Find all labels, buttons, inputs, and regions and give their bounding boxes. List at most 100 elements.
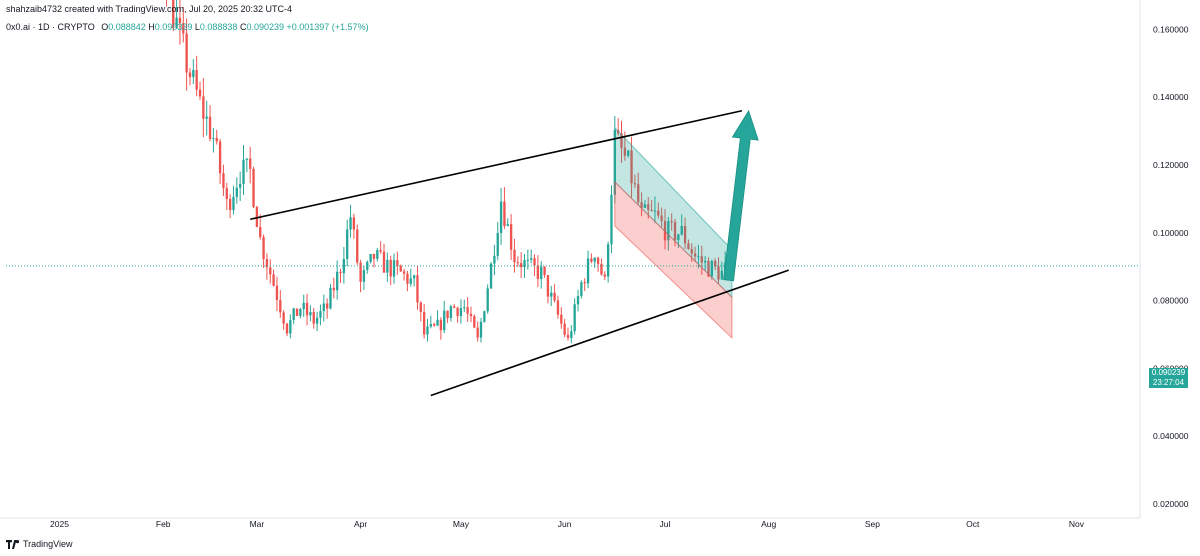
candle-up [322,303,325,312]
candle-down [285,323,289,334]
candle-down [359,262,362,282]
candle-down [563,323,566,335]
candle-down [295,308,299,316]
flag-lower-channel [614,180,733,340]
candle-down [717,266,720,280]
tradingview-logo-icon [6,539,20,549]
candle-down [352,217,356,230]
candle-up [593,257,596,262]
ohlc-change: +0.001397 (+1.57%) [286,22,369,32]
candle-down [185,33,188,73]
candle-up [489,263,493,289]
candle-up [302,302,305,310]
candle-down [202,96,205,119]
last-price-label: 0.090239 [1149,368,1188,378]
candle-down [583,282,586,284]
ohlc-high-label: H [148,22,155,32]
candle-up [523,260,526,268]
symbol-title[interactable]: 0x0.ai · 1D · CRYPTO [6,22,95,32]
candle-down [660,215,663,222]
time-tick-label: Sep [865,519,880,529]
brand-label: TradingView [23,539,73,549]
candle-down [433,324,436,326]
candle-up [235,187,238,197]
tradingview-logo[interactable]: TradingView [6,539,73,549]
candle-down [446,310,449,319]
candle-down [188,72,192,78]
candle-down [590,258,593,262]
candle-down [178,17,182,24]
candle-up [479,321,483,338]
candle-down [620,133,623,148]
candle-down [416,275,419,303]
breakout-arrow [723,109,759,282]
time-axis[interactable]: 2025 Feb Mar Apr May Jun Jul Aug Sep Oct Nov [50,519,1085,529]
candle-down [325,303,329,309]
candle-up [426,326,429,335]
candle-up [212,137,215,139]
candle-down [673,222,677,241]
candle-up [369,253,372,262]
price-tick-label: 0.020000 [1153,499,1189,509]
candle-up [580,282,583,297]
ohlc-close-label: C [239,22,247,32]
candle-down [225,188,228,199]
price-axis[interactable]: 0.2800000.2600000.2400000.2200000.200000… [1153,0,1189,509]
candle-up [335,271,339,291]
candle-down [596,257,600,264]
candle-up [299,309,302,316]
time-tick-label: Jul [660,519,671,529]
candle-up [242,159,245,185]
candle-down [560,314,563,324]
time-tick-label: Nov [1069,519,1085,529]
candle-up [703,260,707,263]
candle-down [476,327,479,338]
candle-up [362,270,366,282]
candle-down [228,198,232,210]
candle-down [637,184,640,203]
candle-down [218,141,222,174]
candle-down [265,259,269,268]
candle-up [483,311,486,322]
candle-down [312,312,315,324]
candle-down [553,292,556,301]
ohlc-open-label: O [101,22,109,32]
upper-trendline [250,109,743,221]
candle-down [396,260,399,266]
candle-down [259,226,262,238]
candle-down [269,267,272,275]
candle-down [683,225,687,244]
candle-down [252,168,255,207]
candle-up [319,311,322,318]
candle-up [540,266,543,280]
candle-down [453,306,456,308]
candle-down [382,251,386,273]
candle-down [406,273,409,284]
candle-up [412,275,416,279]
candle-up [238,184,242,188]
candle-down [215,137,218,142]
candle-up [493,255,496,264]
candle-down [222,173,225,189]
ohlc-low: 0.088838 [199,22,238,32]
candle-down [389,259,392,277]
candle-down [670,221,673,223]
candle-up [449,306,453,319]
candle-down [332,287,335,291]
candle-down [566,334,570,338]
candle-down [208,116,212,139]
candle-up [506,224,509,226]
candle-up [329,287,332,309]
candle-up [436,319,439,326]
candle-down [172,0,175,29]
candle-down [402,271,406,274]
candle-up [289,320,292,334]
candle-up [526,259,530,261]
candle-up [429,324,433,327]
candle-down [262,237,265,260]
candle-up [486,288,489,312]
candle-up [309,312,312,316]
candle-up [443,310,446,331]
candle-down [513,249,516,263]
